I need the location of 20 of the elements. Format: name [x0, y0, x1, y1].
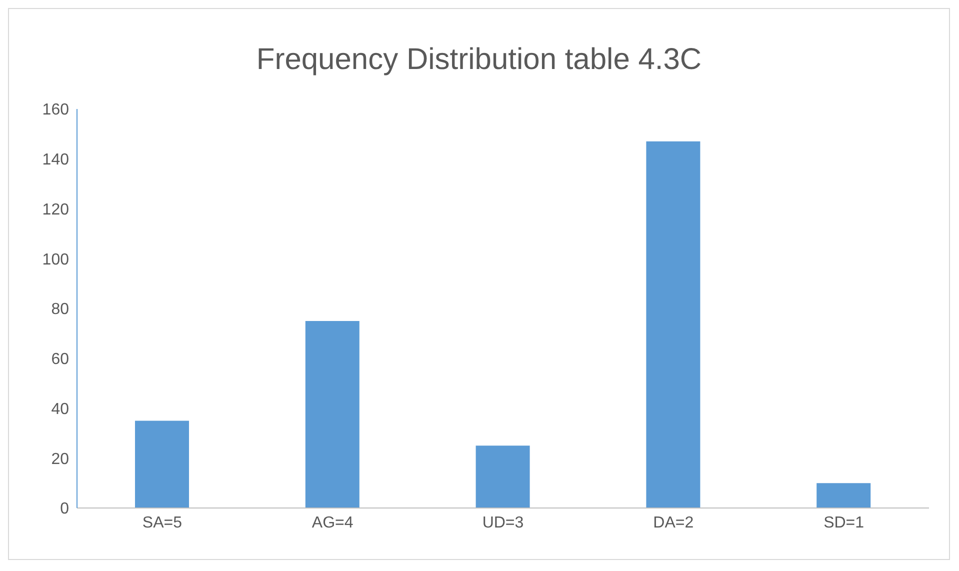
bar	[135, 420, 189, 508]
x-tick-label: AG=4	[312, 514, 354, 532]
y-tick-label: 100	[42, 251, 70, 268]
y-tick-label: 140	[42, 152, 70, 169]
y-tick-label: 0	[60, 500, 70, 518]
bar	[816, 483, 871, 508]
x-tick-label: UD=3	[482, 514, 524, 532]
y-tick-label: 160	[42, 102, 70, 119]
x-tick-label: SA=5	[142, 514, 182, 532]
x-tick-label: DA=2	[653, 514, 694, 532]
bar	[305, 320, 360, 508]
bar	[476, 446, 530, 508]
x-tick-label: SD=1	[824, 514, 864, 532]
y-tick-label: 60	[51, 351, 70, 368]
y-tick-label: 20	[51, 450, 70, 468]
y-tick-label: 40	[51, 400, 70, 418]
bar	[646, 141, 700, 508]
y-tick-label: 80	[51, 301, 70, 318]
chart-title: Frequency Distribution table 4.3C	[255, 42, 703, 78]
y-tick-label: 120	[42, 201, 70, 218]
